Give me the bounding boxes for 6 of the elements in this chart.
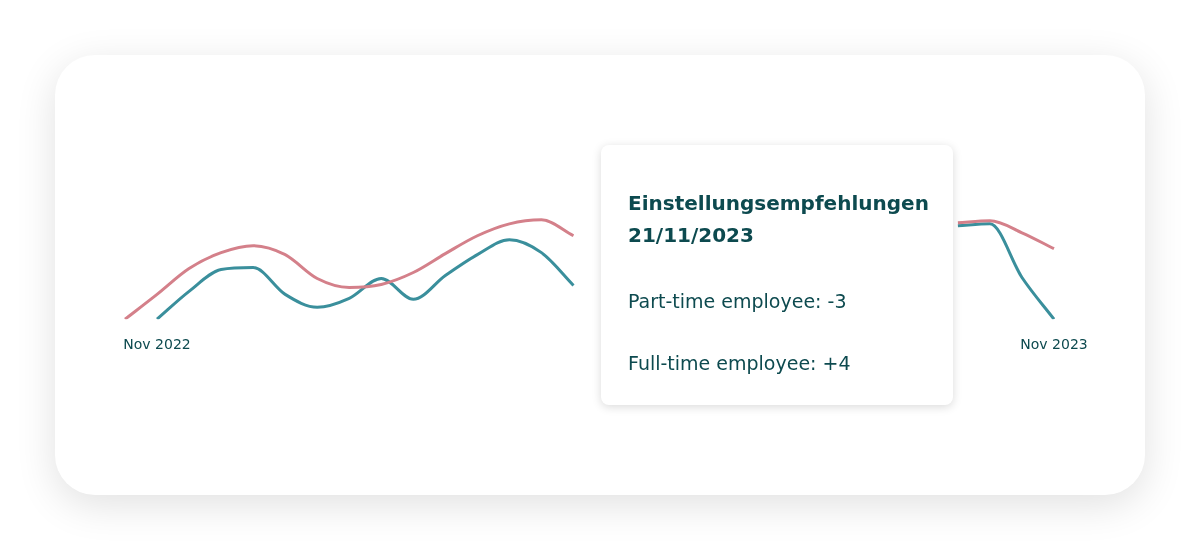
x-tick-label: Nov 2022 (123, 336, 191, 353)
x-tick-label: Nov 2023 (1020, 336, 1088, 353)
annotation: Part-time employee: -3 (628, 289, 848, 313)
annotation: 21/11/2023 (628, 222, 755, 249)
text: Einstellungsempfehlungen (628, 190, 930, 217)
text: Full-time employee: +4 (628, 351, 852, 375)
